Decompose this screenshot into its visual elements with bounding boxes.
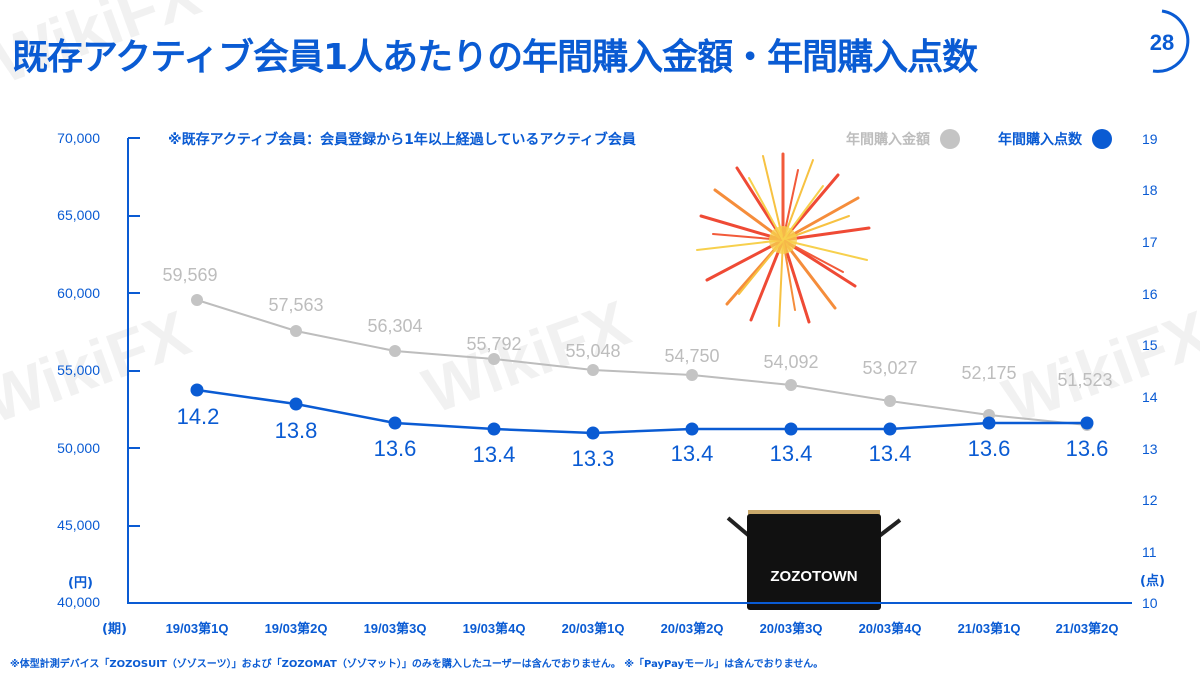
zozotown-box-illustration: ZOZOTOWN — [726, 510, 902, 610]
right-axis-tick: 14 — [1142, 389, 1158, 405]
page-number: 28 — [1149, 30, 1175, 55]
page-number-badge — [1152, 9, 1190, 73]
right-axis-tick: 16 — [1142, 286, 1158, 302]
legend-marker-amount-icon — [940, 129, 960, 149]
data-label-count: 13.4 — [472, 442, 516, 467]
left-axis-tick: 40,000 — [57, 594, 100, 610]
data-label-amount: 55,048 — [565, 341, 621, 361]
x-axis-tick: 19/03第1Q — [165, 621, 229, 636]
left-axis-tick: 60,000 — [57, 285, 100, 301]
right-axis-tick: 15 — [1142, 337, 1158, 353]
firework-illustration — [696, 152, 871, 327]
data-label-amount: 57,563 — [268, 295, 324, 315]
right-axis-tick: 18 — [1142, 182, 1158, 198]
x-axis-tick: 21/03第1Q — [957, 621, 1021, 636]
left-axis-tick: 65,000 — [57, 207, 100, 223]
x-axis-tick: 19/03第4Q — [462, 621, 526, 636]
series-line-amount — [196, 299, 1088, 426]
left-axis-tick-marks — [128, 137, 140, 527]
x-axis-unit: (期) — [102, 622, 127, 637]
right-axis-tick: 11 — [1142, 544, 1157, 560]
right-axis-tick: 19 — [1142, 131, 1158, 147]
data-label-amount: 54,750 — [664, 346, 720, 366]
legend-item-amount: 年間購入金額 — [846, 129, 960, 149]
series-line-count — [196, 388, 1087, 435]
data-label-amount: 59,569 — [162, 265, 218, 285]
right-axis-tick: 13 — [1142, 441, 1158, 457]
left-axis-tick: 55,000 — [57, 362, 100, 378]
left-axis-tick: 70,000 — [57, 130, 100, 146]
x-axis-tick: 21/03第2Q — [1055, 621, 1119, 636]
data-label-amount: 55,792 — [466, 334, 522, 354]
left-axis-tick: 50,000 — [57, 440, 100, 456]
data-label-count: 13.8 — [274, 418, 318, 443]
left-axis-tick: 45,000 — [57, 517, 100, 533]
data-label-amount: 56,304 — [367, 316, 423, 336]
data-label-amount: 52,175 — [961, 363, 1017, 383]
data-label-amount: 51,523 — [1057, 370, 1113, 390]
x-axis-tick: 20/03第3Q — [759, 621, 823, 636]
box-label: ZOZOTOWN — [770, 568, 857, 585]
right-axis-tick: 10 — [1142, 595, 1158, 611]
legend-marker-count-icon — [1092, 129, 1112, 149]
x-axis-tick: 19/03第2Q — [264, 621, 328, 636]
data-label-count: 13.4 — [769, 441, 813, 466]
data-label-count: 13.6 — [1065, 436, 1109, 461]
page-title: 既存アクティブ会員1人あたりの年間購入金額・年間購入点数 — [12, 37, 978, 78]
right-axis-tick: 12 — [1142, 492, 1158, 508]
x-axis-tick: 19/03第3Q — [363, 621, 427, 636]
data-label-count: 13.6 — [967, 436, 1011, 461]
data-label-count: 13.4 — [670, 441, 714, 466]
series-markers-count — [190, 383, 1094, 440]
legend-item-count: 年間購入点数 — [998, 129, 1112, 149]
data-label-count: 13.6 — [373, 436, 417, 461]
legend-label-count: 年間購入点数 — [998, 132, 1082, 148]
data-label-count: 13.3 — [571, 446, 615, 471]
chart-note: ※既存アクティブ会員：会員登録から1年以上経過しているアクティブ会員 — [168, 132, 636, 148]
left-axis-unit: (円) — [68, 576, 93, 591]
data-label-amount: 54,092 — [763, 352, 819, 372]
x-axis-tick: 20/03第1Q — [561, 621, 625, 636]
right-axis-tick: 17 — [1142, 234, 1158, 250]
x-axis-tick: 20/03第4Q — [858, 621, 922, 636]
data-label-count: 13.4 — [868, 441, 912, 466]
x-axis-tick: 20/03第2Q — [660, 621, 724, 636]
data-label-amount: 53,027 — [862, 358, 918, 378]
right-axis-unit: (点) — [1140, 574, 1165, 589]
legend-label-amount: 年間購入金額 — [846, 132, 930, 148]
footnote: ※体型計測デバイス「ZOZOSUIT（ゾゾスーツ）」および「ZOZOMAT（ゾゾ… — [10, 659, 824, 670]
data-label-count: 14.2 — [176, 404, 220, 429]
